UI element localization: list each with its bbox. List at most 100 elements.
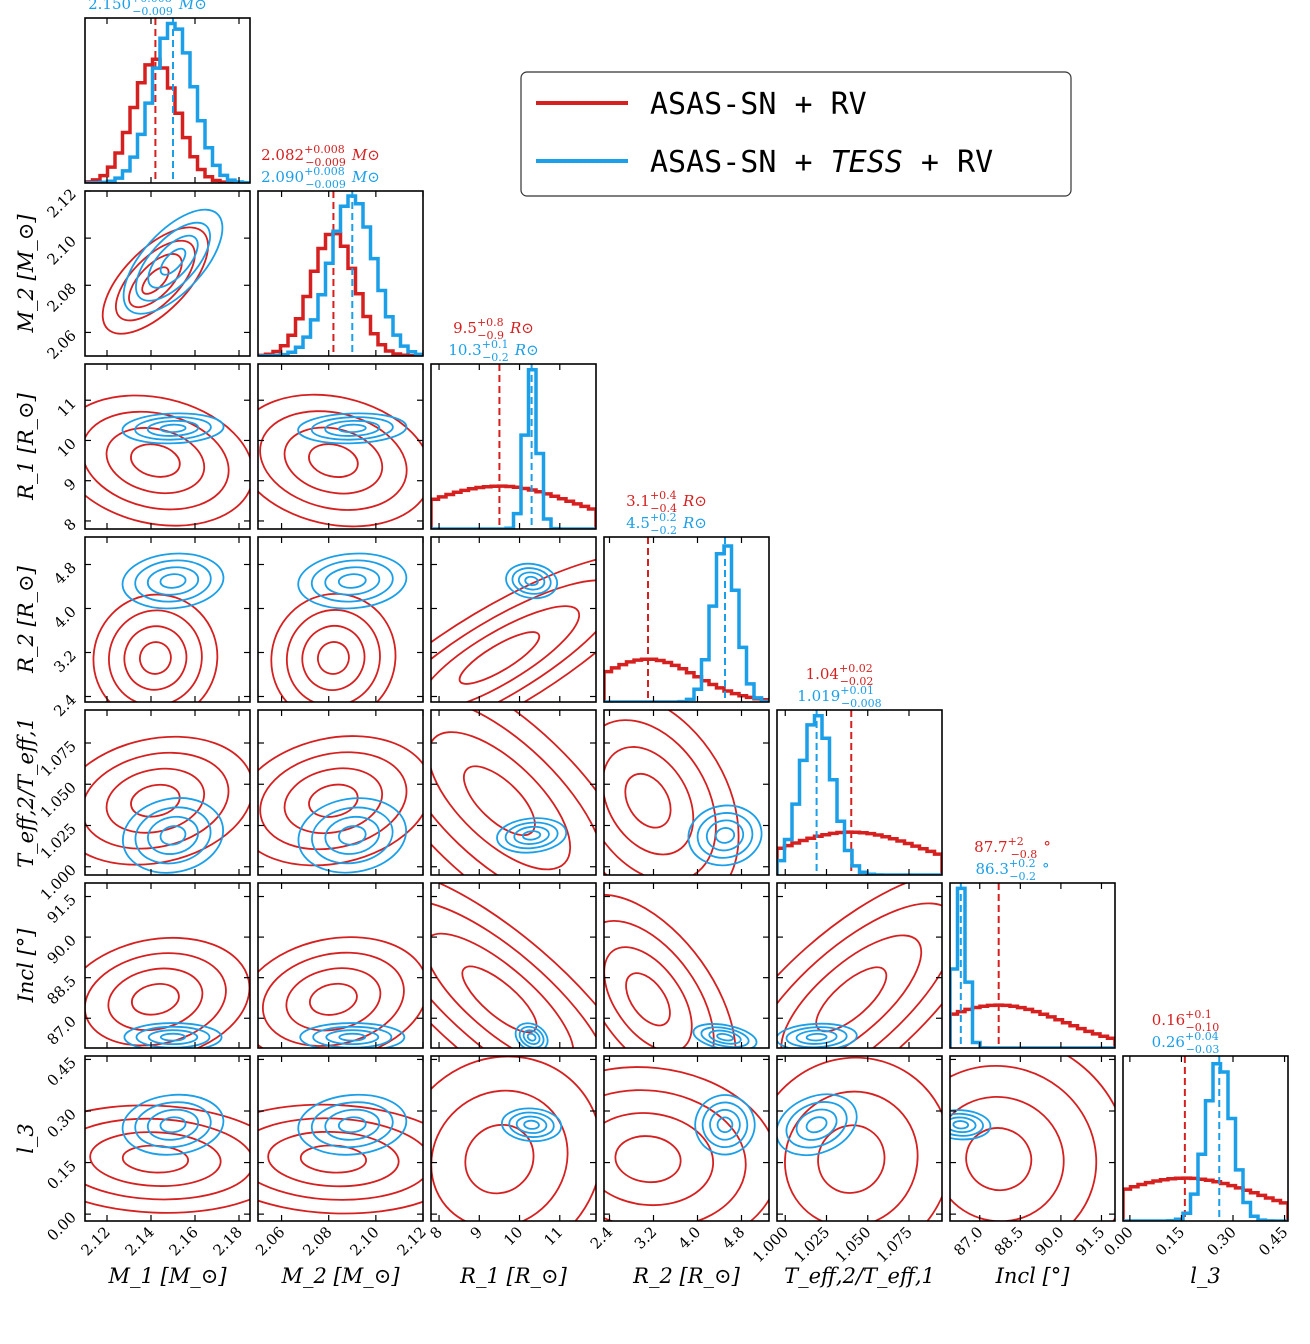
panel-frame	[776, 1055, 943, 1222]
contour-asassn-2	[604, 1089, 747, 1221]
x-axis-label: R_2 [R_⊙]	[632, 1264, 740, 1288]
panel-incl-Teff	[776, 882, 943, 1049]
contour-asassn-0	[308, 443, 359, 478]
annotation-asassn: 3.1+0.4 −0.4 R⊙	[626, 489, 707, 515]
contour-asassn-0	[815, 966, 888, 1033]
contour-asassn-2	[431, 1056, 596, 1221]
annotation-tess: 4.5+0.2 −0.2 R⊙	[626, 511, 707, 537]
x-tick-label: 10	[500, 1223, 526, 1249]
x-tick-label: 4.8	[719, 1223, 749, 1253]
panel-content	[1123, 1056, 1288, 1221]
y-tick-label: 2.06	[43, 327, 79, 363]
panel-content	[950, 883, 1115, 1048]
contour-tess-1	[324, 1108, 381, 1141]
contour-tess-1	[147, 815, 199, 855]
contour-tess-1	[146, 566, 200, 596]
contour-tess-2	[518, 1025, 545, 1048]
y-tick-label: 3.2	[50, 647, 80, 677]
annotation-asassn: 1.04+0.02 −0.02	[806, 662, 874, 688]
contour-asassn-3	[270, 592, 397, 702]
contour-tess-2	[134, 806, 212, 865]
panel-content	[85, 18, 250, 183]
panel-content	[92, 552, 225, 702]
contour-tess-0	[805, 1116, 828, 1134]
contour-tess-3	[500, 1107, 563, 1143]
histogram-tess	[777, 714, 942, 875]
contour-tess-1	[324, 566, 381, 596]
histogram-asassn	[258, 231, 423, 356]
y-tick-label: 0.00	[43, 1208, 79, 1244]
contour-tess-3	[297, 412, 408, 445]
panel-frame	[84, 709, 251, 876]
contour-tess-1	[325, 1029, 380, 1046]
panel-R2-R2: 3.1+0.4 −0.4 R⊙4.5+0.2 −0.2 R⊙	[603, 489, 770, 703]
panel-Teff-R1	[430, 709, 597, 876]
panel-frame	[776, 709, 943, 876]
contour-tess-3	[121, 797, 225, 874]
legend-label-asassn: ASAS-SN + RV	[650, 87, 867, 122]
panel-frame	[257, 536, 424, 703]
panel-content	[604, 710, 763, 875]
legend: ASAS-SN + RV ASAS-SN + TESS + RV	[520, 71, 1072, 197]
contour-asassn-0	[130, 443, 181, 478]
y-axis-label: R_2 [R_⊙]	[14, 565, 38, 673]
panel-content	[604, 893, 758, 1048]
contour-tess-0	[524, 575, 539, 587]
contour-asassn-0	[624, 772, 672, 829]
contour-tess-3	[297, 1093, 408, 1156]
histogram-asassn	[1123, 1176, 1288, 1221]
contour-tess-0	[159, 1032, 187, 1042]
contour-asassn-1	[283, 767, 384, 835]
contour-asassn-3	[604, 1066, 769, 1221]
panel-content	[258, 1093, 423, 1215]
annotation-tess: 2.090+0.008 −0.009 M⊙	[261, 165, 380, 191]
contour-asassn-2	[431, 710, 596, 875]
contour-tess-2	[134, 1101, 212, 1149]
contour-tess-1	[324, 815, 381, 855]
x-tick-label: 9	[467, 1223, 486, 1242]
x-tick-label: 0.15	[1152, 1223, 1188, 1259]
y-tick-label: 11	[54, 394, 80, 420]
panel-content	[85, 1093, 250, 1214]
contour-asassn-3	[258, 393, 423, 528]
panel-frame	[257, 709, 424, 876]
contour-tess-0	[337, 423, 367, 434]
x-tick-label: 1.025	[790, 1223, 833, 1266]
contour-asassn-2	[85, 952, 227, 1047]
panel-frame	[257, 190, 424, 357]
y-tick-label: 90.0	[43, 931, 79, 967]
contour-tess-0	[526, 1032, 537, 1042]
x-tick-label: 1.050	[832, 1223, 875, 1266]
annotation-asassn: 9.5+0.8 −0.9 R⊙	[453, 316, 534, 342]
x-tick-label: 90.0	[1031, 1223, 1067, 1259]
contour-asassn-2	[604, 919, 715, 1048]
contour-tess-1	[705, 819, 745, 852]
panel-frame	[84, 363, 251, 530]
contour-asassn-2	[431, 899, 596, 1048]
contour-asassn-3	[258, 936, 423, 1048]
contour-tess-3	[297, 797, 408, 874]
contour-asassn-0	[461, 965, 538, 1034]
x-tick-label: 0.00	[1100, 1223, 1136, 1259]
histogram-asassn	[777, 830, 942, 875]
contour-tess-2	[700, 1026, 750, 1048]
contour-tess-1	[324, 419, 381, 437]
panel-frame	[430, 882, 597, 1049]
y-tick-label: 1.075	[37, 737, 80, 780]
x-tick-label: 11	[540, 1223, 566, 1249]
annotation-tess: 0.26+0.04 −0.03	[1152, 1030, 1220, 1056]
contour-asassn-2	[85, 751, 230, 850]
contour-tess-2	[311, 806, 394, 865]
contour-asassn-0	[308, 783, 359, 818]
contour-tess-3	[514, 1022, 549, 1048]
panel-Teff-M2	[257, 709, 424, 876]
y-axis-label: l_3	[14, 1123, 38, 1154]
panel-frame	[603, 536, 770, 703]
panel-R2-R1	[430, 536, 597, 703]
histogram-asassn	[431, 484, 596, 529]
contour-tess-3	[121, 552, 225, 610]
contour-asassn-0	[308, 982, 358, 1016]
